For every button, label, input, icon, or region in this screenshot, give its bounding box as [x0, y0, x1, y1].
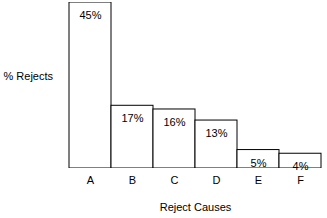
svg-text:17%: 17%: [121, 112, 143, 124]
svg-text:5%: 5%: [251, 157, 267, 169]
svg-text:16%: 16%: [163, 116, 185, 128]
svg-text:13%: 13%: [205, 127, 227, 139]
svg-text:A: A: [87, 174, 95, 186]
svg-text:E: E: [255, 174, 262, 186]
svg-text:45%: 45%: [79, 9, 101, 21]
svg-text:C: C: [171, 174, 179, 186]
svg-text:% Rejects: % Rejects: [4, 70, 54, 82]
svg-text:B: B: [129, 174, 136, 186]
svg-text:D: D: [213, 174, 221, 186]
svg-text:Reject Causes: Reject Causes: [160, 201, 232, 213]
svg-text:F: F: [297, 174, 304, 186]
svg-text:4%: 4%: [293, 160, 309, 172]
